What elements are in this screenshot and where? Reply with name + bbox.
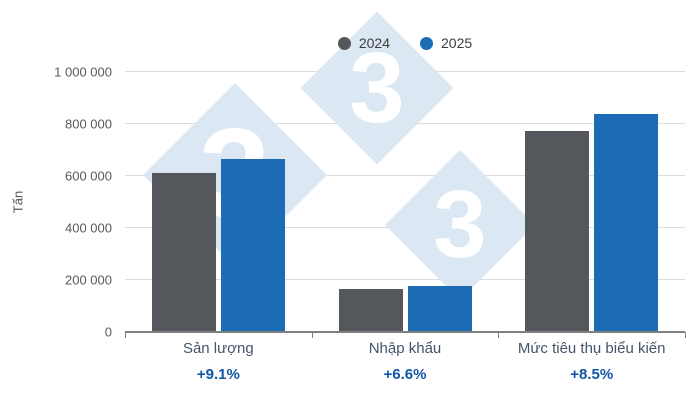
legend-item-2024: 2024 [337,35,390,51]
x-axis-tick [498,332,500,338]
legend-label: 2025 [441,35,473,51]
bar-2025 [594,113,659,332]
legend-dot-icon [420,36,433,50]
x-axis-tick [311,332,313,338]
legend-label: 2024 [358,35,390,51]
gridline [125,279,685,280]
category-label: Nhập khẩu [368,340,442,357]
bar-group [125,72,312,332]
x-axis-labels: Sản lượng +9.1% Nhập khẩu +6.6% Mức tiêu thụ… [125,340,685,383]
bar-group [498,72,685,332]
bar-2025 [220,159,285,332]
x-label-cell: Mức tiêu thụ biểu kiến +8.5% [498,340,685,383]
x-axis-tick [125,332,126,338]
bar-groups [125,72,685,332]
change-percent-label: +8.5% [570,366,614,383]
y-tick-label: 400 000 [65,220,112,236]
y-tick-label: 200 000 [65,272,112,288]
bar-2024 [525,130,590,332]
y-tick-label: 1 000 000 [54,64,112,80]
plot-area [125,71,686,338]
category-label: Mức tiêu thụ biểu kiến [517,340,666,357]
y-tick-label: 600 000 [65,168,112,184]
bar-2024 [338,289,403,332]
y-axis-tick-labels: 0 200 000 400 000 600 000 800 000 1 000 000 [0,65,112,340]
legend-item-2025: 2025 [420,35,472,51]
change-percent-label: +9.1% [196,366,240,383]
y-tick-label: 800 000 [65,116,112,132]
gridline [125,175,685,176]
change-percent-label: +6.6% [383,366,427,383]
x-axis-line [125,331,685,333]
legend: 2024 2025 [125,32,685,54]
bar-group [312,72,499,332]
x-axis-tick [685,332,686,338]
category-label: Sản lượng [182,340,254,357]
x-label-cell: Nhập khẩu +6.6% [312,340,499,383]
bar-2025 [407,286,472,332]
y-tick-label: 0 [104,324,112,340]
bar-2024 [151,173,216,332]
legend-dot-icon [337,36,351,50]
x-label-cell: Sản lượng +9.1% [125,340,312,383]
